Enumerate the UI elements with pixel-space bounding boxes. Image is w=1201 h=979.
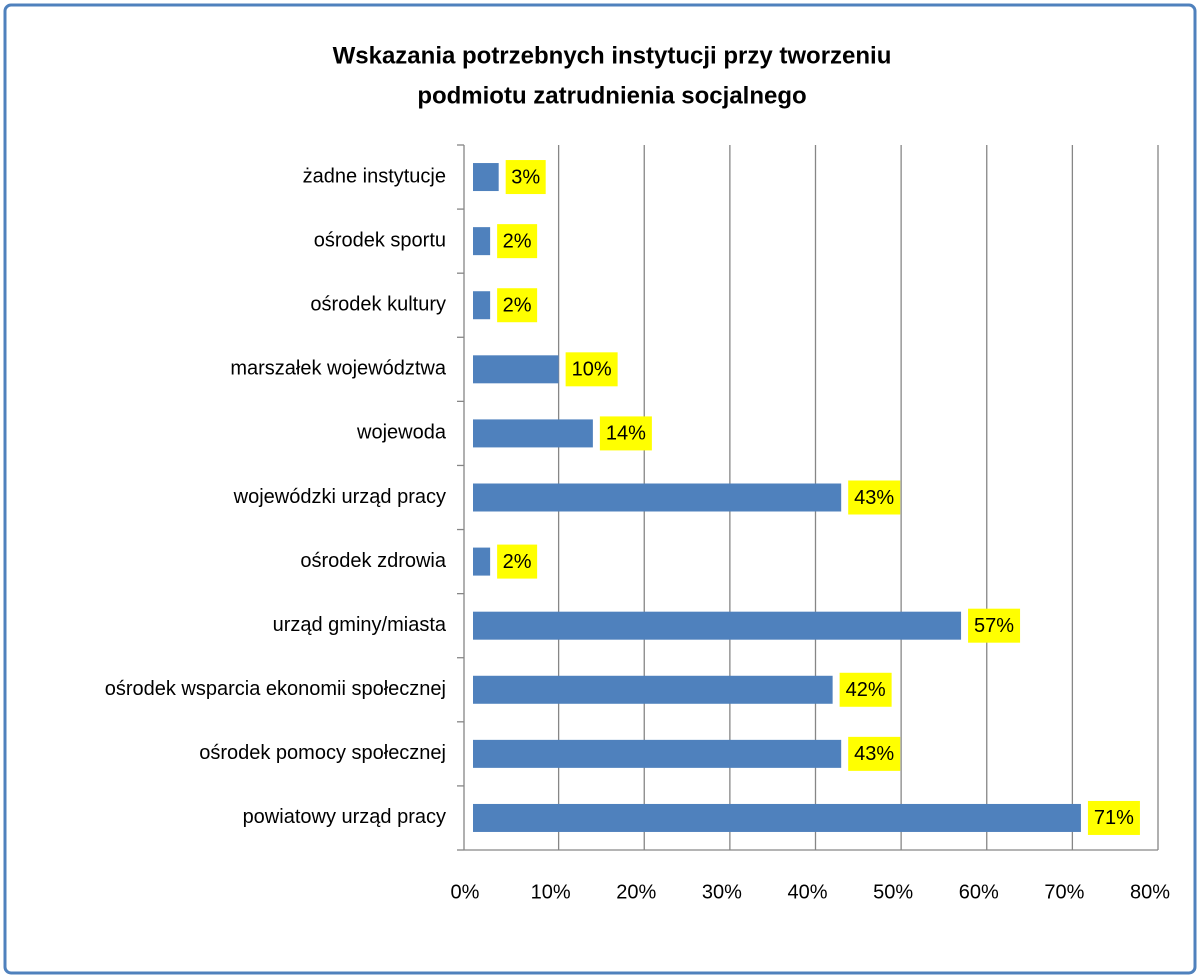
chart-title: Wskazania potrzebnych instytucji przy tw… [333,42,892,69]
data-label: 57% [974,615,1014,637]
y-tick-label: wojewoda [356,422,447,444]
data-label: 2% [503,295,532,317]
data-label-bg [599,416,652,451]
y-tick-label: żadne instytucje [303,165,446,187]
y-tick-label: marszałek województwa [230,358,447,380]
bar [473,291,491,320]
data-label-bg [1087,800,1140,835]
y-tick-label: urząd gminy/miasta [273,614,447,636]
data-label-bg [497,288,538,323]
data-label-bg [565,352,618,387]
bar [473,611,962,640]
data-label: 3% [511,166,540,188]
data-label: 43% [854,487,894,509]
bar [473,803,1081,832]
data-label-bg [968,608,1021,643]
bar [473,739,842,768]
data-label: 10% [572,359,612,381]
x-tick-label: 20% [616,881,656,903]
y-tick-label: ośrodek kultury [310,294,446,316]
data-label: 14% [606,423,646,445]
data-label: 42% [846,679,886,701]
x-tick-label: 60% [959,881,999,903]
data-label: 43% [854,743,894,765]
y-tick-label: ośrodek pomocy społecznej [199,742,446,764]
bar [473,483,842,512]
x-tick-label: 40% [787,881,827,903]
x-tick-label: 50% [873,881,913,903]
data-label-bg [848,480,901,515]
data-label-bg [497,224,538,259]
chart-title: podmiotu zatrudnienia socjalnego [417,82,806,109]
bar [473,227,491,256]
bar [473,355,559,384]
x-tick-label: 80% [1130,881,1170,903]
bar [473,419,593,448]
data-label: 71% [1094,807,1134,829]
bar [473,675,833,704]
y-tick-label: ośrodek sportu [314,229,446,251]
data-label-bg [848,736,901,771]
x-tick-label: 30% [702,881,742,903]
data-label: 2% [503,551,532,573]
x-tick-label: 0% [451,881,480,903]
bar [473,163,499,192]
data-label-bg [839,672,892,707]
bar [473,547,491,576]
y-tick-label: powiatowy urząd pracy [243,806,446,828]
x-tick-label: 10% [531,881,571,903]
y-tick-label: wojewódzki urząd pracy [233,486,446,508]
data-label: 2% [503,230,532,252]
data-label-bg [505,160,546,195]
y-tick-label: ośrodek zdrowia [300,550,447,572]
x-tick-label: 70% [1044,881,1084,903]
y-tick-label: ośrodek wsparcia ekonomii społecznej [105,678,446,700]
data-label-bg [497,544,538,579]
